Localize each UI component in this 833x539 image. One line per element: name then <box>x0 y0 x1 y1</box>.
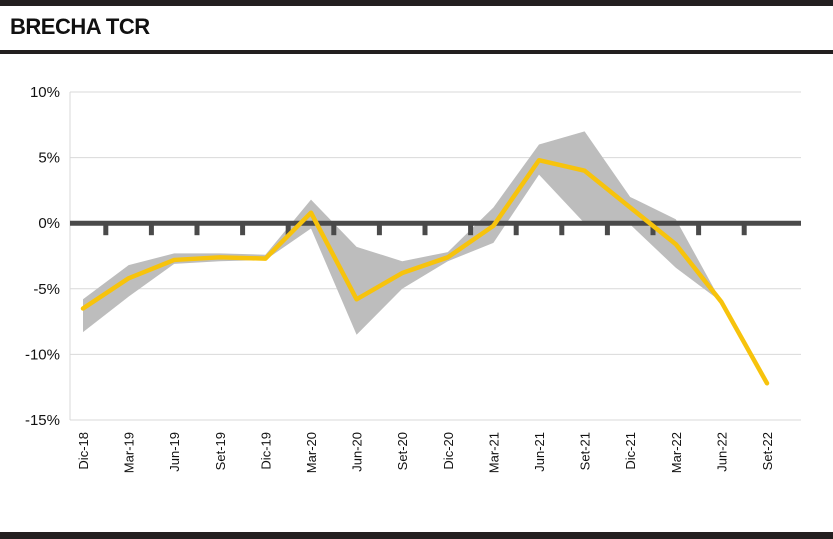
x-axis-ticks: Dic-18 Mar-19 Jun-19 Set-19 Dic-19 Mar-20 Jun-… <box>76 432 775 473</box>
zero-axis-tick <box>331 223 337 236</box>
zero-axis-tick <box>650 223 656 236</box>
zero-axis-tick <box>376 223 382 236</box>
x-tick-label: Mar-22 <box>669 432 684 473</box>
zero-axis-tick <box>604 223 610 236</box>
y-axis-ticks: 10% 5% 0% -5% -10% -15% <box>25 84 60 429</box>
zero-axis-tick <box>103 223 109 236</box>
zero-axis-tick <box>148 223 154 236</box>
zero-axis-tick <box>285 223 291 236</box>
y-tick-label: -10% <box>25 346 60 363</box>
x-tick-label: Set-20 <box>395 432 410 470</box>
x-tick-label: Mar-19 <box>122 432 137 473</box>
title-divider <box>0 50 833 54</box>
zero-axis-tick <box>696 223 702 236</box>
zero-axis-tick <box>468 223 474 236</box>
x-tick-label: Jun-19 <box>167 432 182 472</box>
range-band <box>83 131 722 335</box>
zero-axis <box>70 220 801 236</box>
x-tick-label: Mar-20 <box>304 432 319 473</box>
y-tick-label: 5% <box>38 150 60 167</box>
x-tick-label: Set-19 <box>213 432 228 470</box>
zero-axis-tick <box>422 223 428 236</box>
zero-axis-tick <box>194 223 200 236</box>
x-tick-label: Dic-21 <box>623 432 638 470</box>
x-tick-label: Set-22 <box>760 432 775 470</box>
chart-title: BRECHA TCR <box>10 14 150 39</box>
x-tick-label: Set-21 <box>578 432 593 470</box>
top-border <box>0 0 833 6</box>
band-area <box>83 131 722 335</box>
y-tick-label: 10% <box>30 84 60 101</box>
series-line <box>80 157 770 386</box>
x-tick-label: Dic-20 <box>441 432 456 470</box>
zero-axis-tick <box>741 223 747 236</box>
x-tick-label: Dic-19 <box>258 432 273 470</box>
y-tick-label: -15% <box>25 412 60 429</box>
x-tick-label: Jun-20 <box>350 432 365 472</box>
x-tick-label: Mar-21 <box>486 432 501 473</box>
main-series <box>80 157 770 386</box>
bottom-border <box>0 532 833 539</box>
zero-axis-tick <box>513 223 519 236</box>
zero-axis-tick <box>559 223 565 236</box>
x-tick-label: Dic-18 <box>76 432 91 470</box>
y-tick-label: 0% <box>38 215 60 232</box>
x-tick-label: Jun-22 <box>714 432 729 472</box>
x-tick-label: Jun-21 <box>532 432 547 472</box>
gridlines <box>69 91 801 421</box>
y-tick-label: -5% <box>33 281 60 298</box>
zero-axis-tick <box>240 223 246 236</box>
